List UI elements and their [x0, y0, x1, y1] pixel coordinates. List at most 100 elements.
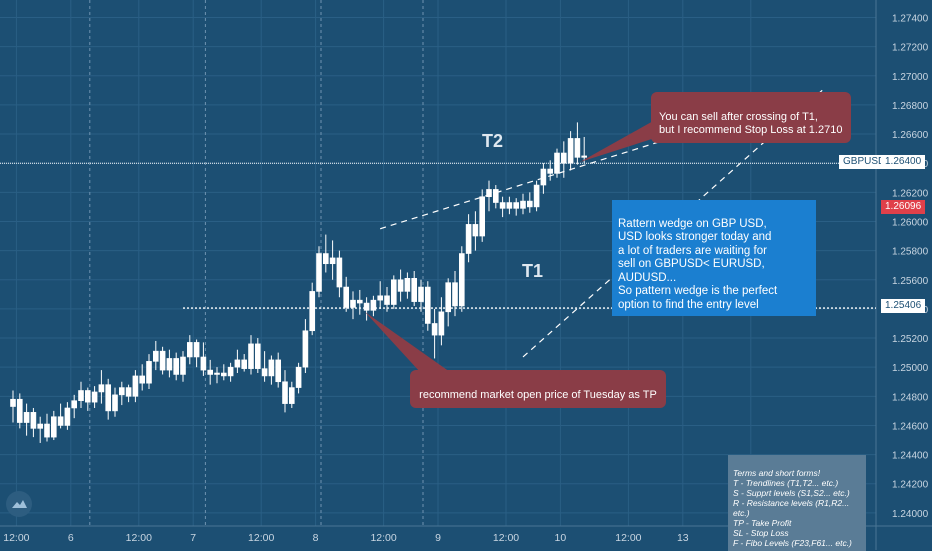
x-tick-label: 10 — [555, 532, 567, 544]
current-price-tag: 1.26400 — [881, 155, 926, 169]
candle-up — [50, 416, 57, 438]
terms-text: Terms and short forms! T - Trendlines (T… — [733, 468, 852, 548]
x-tick-label: 12:00 — [493, 532, 519, 544]
symbol-label: GBPUSD — [843, 156, 886, 167]
level-price-tag: 1.25406 — [881, 299, 926, 313]
candle-down — [282, 381, 288, 404]
candle-down — [384, 295, 390, 305]
x-tick-label: 7 — [190, 532, 196, 544]
candle-down — [16, 398, 23, 423]
candle-up — [540, 168, 547, 186]
x-tick-label: 12:00 — [248, 532, 274, 544]
candle-down — [125, 387, 132, 397]
candle-up — [418, 286, 424, 302]
level-price-value: 1.25406 — [885, 300, 922, 311]
candle-down — [173, 358, 179, 375]
y-tick-label: 1.25800 — [892, 247, 929, 258]
candle-up — [10, 398, 16, 407]
candle-up — [180, 356, 186, 375]
y-tick-label: 1.27400 — [892, 13, 929, 24]
last-price-value: 1.26096 — [885, 201, 922, 212]
candle-down — [139, 375, 145, 384]
trendline-label-t2: T2 — [482, 131, 503, 151]
y-tick-label: 1.25600 — [892, 276, 929, 287]
candle-up — [146, 361, 152, 384]
y-tick-label: 1.26600 — [892, 130, 929, 141]
candle-up — [112, 394, 118, 412]
candle-up — [153, 350, 159, 362]
y-tick-label: 1.25200 — [892, 334, 929, 345]
candle-up — [78, 390, 84, 401]
candle-down — [105, 384, 111, 412]
candle-up — [234, 359, 241, 368]
candle-up — [350, 299, 356, 308]
candle-up — [445, 282, 452, 313]
candle-down — [241, 359, 247, 369]
candle-down — [159, 350, 166, 371]
candle-down — [336, 257, 343, 288]
x-tick-label: 13 — [677, 532, 689, 544]
candle-down — [499, 202, 506, 209]
candle-up — [567, 138, 574, 164]
x-tick-label: 12:00 — [615, 532, 641, 544]
x-tick-label: 12:00 — [370, 532, 396, 544]
candle-down — [57, 416, 64, 426]
candle-up — [533, 184, 540, 208]
candle-down — [397, 279, 404, 292]
tp-note-text: recommend market open price of Tuesday a… — [419, 389, 657, 401]
y-tick-label: 1.24400 — [892, 451, 929, 462]
tp-callout-pointer — [365, 312, 450, 372]
candle-down — [207, 369, 213, 375]
tradingview-logo-icon[interactable] — [6, 491, 32, 517]
candle-down — [526, 200, 533, 208]
candle-down — [356, 299, 363, 304]
candle-up — [248, 343, 254, 369]
sell-note-text: You can sell after crossing of T1, but I… — [659, 111, 843, 136]
x-tick-label: 12:00 — [3, 532, 29, 544]
candle-down — [431, 323, 438, 336]
candle-up — [581, 155, 588, 158]
candle-down — [513, 202, 520, 209]
candle-up — [506, 202, 513, 209]
last-price-tag: 1.26096 — [881, 200, 926, 214]
current-price-value: 1.26400 — [885, 156, 922, 167]
candle-down — [221, 372, 227, 377]
wedge-note-box: Rattern wedge on GBP USD, USD looks stro… — [612, 200, 816, 316]
y-tick-label: 1.25000 — [892, 363, 929, 374]
x-tick-label: 9 — [435, 532, 441, 544]
candle-down — [424, 286, 431, 324]
candle-up — [214, 372, 220, 375]
candle-up — [288, 387, 295, 404]
candle-up — [98, 384, 105, 393]
candle-up — [187, 342, 193, 358]
candle-down — [452, 282, 458, 307]
candle-down — [255, 343, 261, 369]
candle-up — [23, 412, 30, 423]
candle-down — [547, 168, 554, 174]
candle-up — [316, 253, 322, 292]
candle-up — [520, 200, 526, 209]
candle-up — [329, 257, 336, 265]
trendline-label-t1: T1 — [522, 261, 543, 281]
candle-up — [119, 387, 125, 396]
candle-up — [458, 253, 465, 307]
candle-up — [370, 299, 377, 311]
candle-up — [227, 366, 234, 377]
candle-up — [390, 279, 397, 305]
logo-mountain-icon — [12, 500, 27, 508]
x-tick-label: 6 — [68, 532, 74, 544]
candle-up — [438, 311, 445, 336]
sell-callout-pointer — [580, 120, 655, 162]
candle-up — [404, 277, 411, 292]
candle-up — [166, 358, 173, 371]
candle-down — [200, 356, 207, 371]
candle-down — [560, 152, 567, 164]
y-tick-label: 1.26800 — [892, 101, 929, 112]
y-tick-label: 1.24800 — [892, 392, 929, 403]
candle-up — [64, 407, 71, 426]
candle-down — [275, 359, 282, 383]
candle-up — [71, 400, 77, 409]
y-tick-label: 1.27000 — [892, 72, 929, 83]
